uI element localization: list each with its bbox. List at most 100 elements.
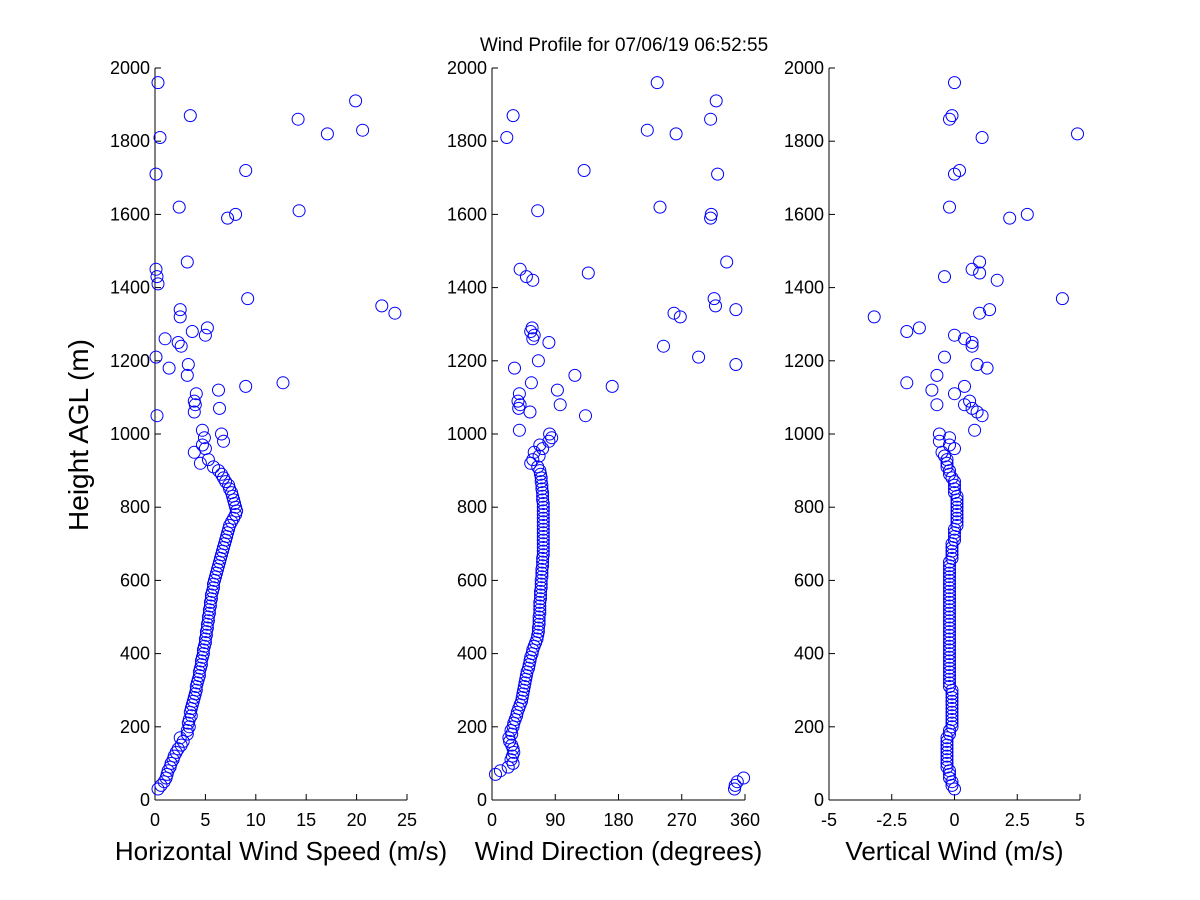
data-point bbox=[526, 273, 540, 287]
data-point bbox=[239, 164, 253, 177]
data-point bbox=[207, 581, 220, 595]
data-point bbox=[196, 647, 210, 661]
data-point bbox=[222, 478, 236, 492]
data-point bbox=[500, 131, 514, 144]
data-point bbox=[932, 434, 946, 448]
data-point bbox=[223, 519, 237, 532]
data-point bbox=[958, 379, 971, 393]
data-point bbox=[187, 445, 201, 459]
data-point bbox=[536, 544, 550, 558]
data-point bbox=[707, 292, 721, 306]
data-point bbox=[963, 394, 977, 408]
y-tick-label: 1400 bbox=[784, 278, 824, 298]
data-point bbox=[711, 167, 725, 181]
data-point bbox=[320, 127, 334, 141]
data-point bbox=[213, 401, 226, 415]
panel-1: 0 200 400 600 800 1000 1200 1400 1600 1800 2000 0 5 1… bbox=[110, 58, 447, 866]
data-point bbox=[219, 475, 233, 489]
data-point bbox=[215, 467, 228, 481]
x-tick-label: 15 bbox=[296, 810, 316, 830]
data-point bbox=[950, 519, 964, 532]
y-tick-label: 1800 bbox=[784, 131, 824, 151]
data-point bbox=[532, 614, 546, 628]
data-point bbox=[187, 394, 201, 408]
data-point bbox=[198, 328, 212, 342]
data-point bbox=[975, 409, 989, 423]
data-point bbox=[204, 592, 218, 606]
data-point bbox=[532, 617, 546, 631]
data-point bbox=[207, 460, 220, 474]
data-point bbox=[945, 471, 959, 485]
data-point bbox=[356, 123, 370, 137]
data-point bbox=[945, 720, 959, 734]
data-point bbox=[943, 636, 956, 650]
data-point bbox=[536, 530, 550, 543]
data-point bbox=[973, 306, 987, 320]
data-point bbox=[930, 398, 944, 412]
data-point bbox=[542, 336, 556, 349]
data-point bbox=[943, 654, 956, 668]
data-point bbox=[291, 112, 305, 126]
data-point bbox=[730, 775, 744, 789]
data-point bbox=[150, 270, 164, 284]
data-point bbox=[943, 577, 956, 591]
data-point bbox=[728, 778, 742, 792]
data-point bbox=[200, 621, 214, 635]
panel-2: 0 200 400 600 800 1000 1200 1400 1600 1800 2000 0 90… bbox=[447, 58, 762, 866]
y-tick-label: 1200 bbox=[447, 351, 487, 371]
data-point bbox=[943, 643, 956, 657]
data-point bbox=[953, 164, 966, 177]
data-point bbox=[217, 471, 230, 485]
x-tick-label: 180 bbox=[603, 810, 633, 830]
data-point bbox=[943, 771, 956, 785]
data-point bbox=[172, 200, 186, 214]
data-point bbox=[925, 383, 939, 397]
data-point bbox=[195, 423, 209, 437]
data-point bbox=[542, 434, 556, 448]
data-point bbox=[531, 460, 545, 474]
data-point bbox=[173, 303, 187, 317]
data-point bbox=[536, 493, 550, 507]
data-point bbox=[174, 738, 188, 752]
data-point bbox=[241, 292, 255, 306]
data-point bbox=[943, 617, 956, 631]
data-point bbox=[531, 625, 545, 639]
data-point bbox=[940, 453, 954, 467]
y-tick-label: 600 bbox=[457, 570, 487, 590]
x-tick-label: 270 bbox=[667, 810, 697, 830]
y-tick-label: 1400 bbox=[110, 278, 150, 298]
data-point bbox=[189, 387, 203, 401]
y-tick-label: 200 bbox=[120, 717, 150, 737]
y-tick-label: 400 bbox=[120, 644, 150, 664]
data-point bbox=[162, 361, 176, 375]
data-point bbox=[533, 606, 547, 620]
data-point bbox=[158, 332, 172, 346]
data-point bbox=[199, 628, 213, 642]
y-tick-label: 200 bbox=[457, 717, 487, 737]
data-point bbox=[943, 581, 956, 595]
x-tick-label: 25 bbox=[397, 810, 417, 830]
y-tick-label: 0 bbox=[814, 790, 824, 810]
y-tick-label: 1000 bbox=[110, 424, 150, 444]
data-point bbox=[943, 639, 956, 653]
data-point bbox=[943, 647, 956, 661]
y-axis-label: Height AGL (m) bbox=[63, 339, 94, 531]
y-tick-label: 0 bbox=[477, 790, 487, 810]
data-point bbox=[938, 449, 951, 463]
data-point bbox=[940, 745, 954, 759]
data-point bbox=[867, 310, 881, 324]
x-tick-label: 0 bbox=[487, 810, 497, 830]
data-point bbox=[970, 358, 984, 371]
data-point bbox=[198, 442, 212, 456]
data-point bbox=[536, 489, 550, 503]
data-point bbox=[534, 592, 547, 606]
data-point bbox=[349, 94, 363, 108]
x-tick-label: -5 bbox=[821, 810, 837, 830]
y-tick-label: 600 bbox=[794, 570, 824, 590]
data-point bbox=[965, 339, 979, 353]
data-point bbox=[531, 204, 545, 218]
data-point bbox=[943, 610, 956, 624]
data-point bbox=[965, 262, 979, 276]
data-point bbox=[525, 321, 539, 335]
